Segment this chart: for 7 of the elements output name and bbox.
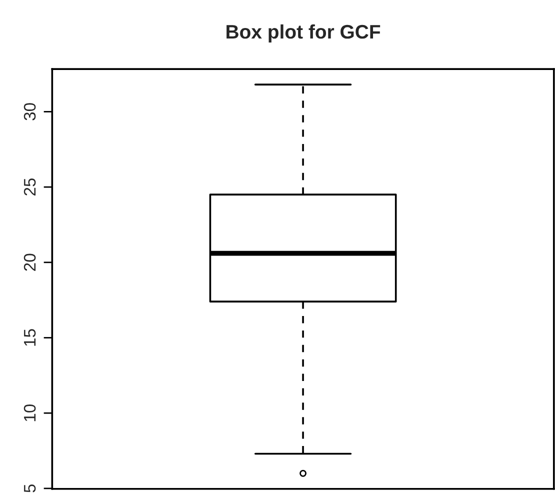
- y-tick-label: 15: [24, 329, 36, 346]
- y-tick-label: 25: [24, 178, 36, 196]
- y-tick-label: 30: [24, 103, 36, 120]
- y-tick-label: 10: [24, 404, 36, 422]
- y-tick-label: 5: [24, 484, 36, 492]
- y-tick-label: 20: [24, 254, 36, 271]
- chart-title: Box plot for GCF: [226, 24, 380, 43]
